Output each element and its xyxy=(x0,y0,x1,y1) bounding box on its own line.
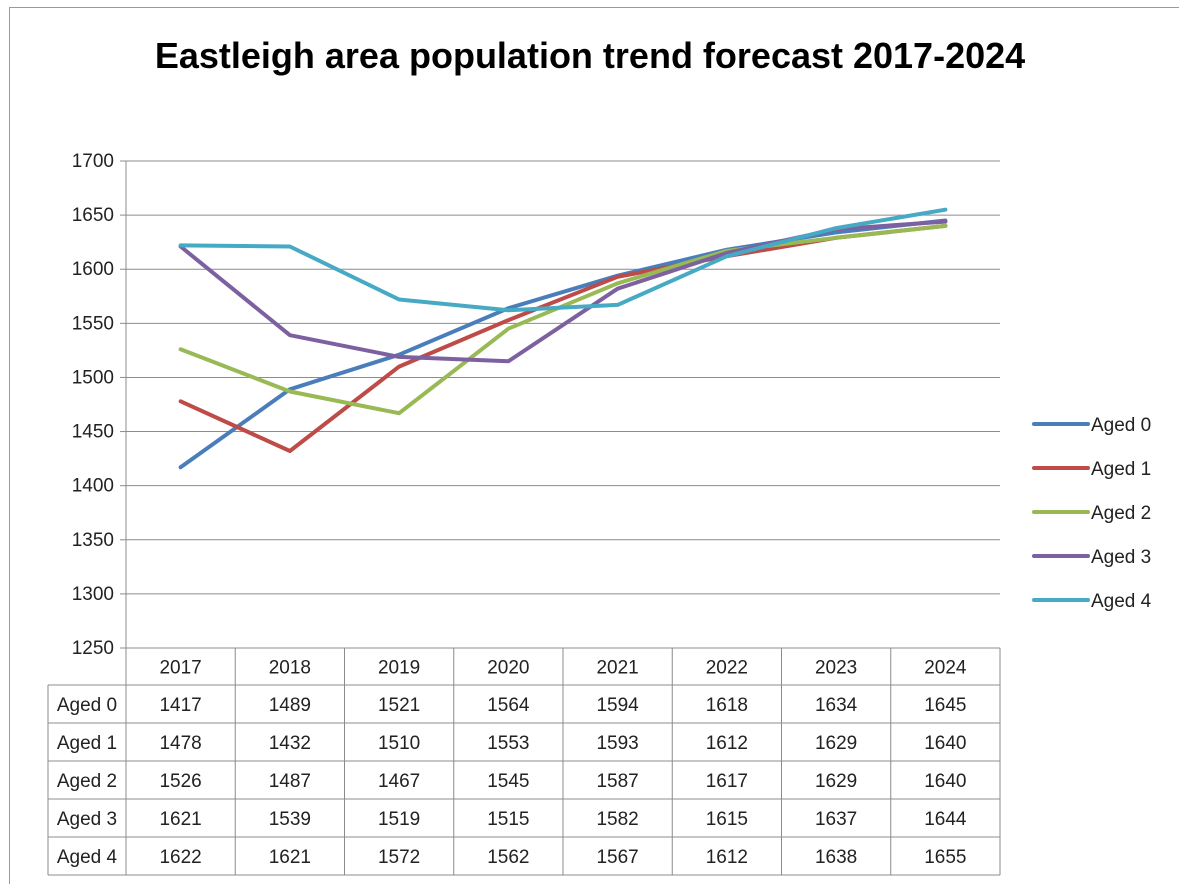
chart-frame xyxy=(9,7,1179,884)
legend-label: Aged 1 xyxy=(1091,459,1151,480)
table-cell-value: 1432 xyxy=(269,733,311,754)
series-line-aged-4 xyxy=(178,207,948,313)
table-cell-value: 1572 xyxy=(378,847,420,868)
legend-label: Aged 3 xyxy=(1091,547,1151,568)
table-cell-value: 1526 xyxy=(159,771,201,792)
table-cell-value: 1478 xyxy=(159,733,201,754)
table-row-label: Aged 1 xyxy=(57,733,117,754)
table-cell-value: 1567 xyxy=(596,847,638,868)
table-row-label: Aged 2 xyxy=(57,771,117,792)
table-cell-value: 1638 xyxy=(815,847,857,868)
legend-label: Aged 4 xyxy=(1091,591,1152,612)
table-cell-value: 1637 xyxy=(815,809,857,830)
table-row-label: Aged 4 xyxy=(57,847,118,868)
y-tick-label: 1250 xyxy=(72,638,114,659)
table-row-label: Aged 0 xyxy=(57,695,117,716)
y-tick-label: 1400 xyxy=(72,476,114,497)
table-cell-value: 1562 xyxy=(487,847,529,868)
table-cell-value: 1629 xyxy=(815,771,857,792)
table-cell-value: 1615 xyxy=(706,809,748,830)
chart-title: Eastleigh area population trend forecast… xyxy=(154,35,1026,76)
x-tick-label: 2022 xyxy=(706,658,748,679)
table-cell-value: 1617 xyxy=(706,771,748,792)
series-line-aged-0 xyxy=(178,218,948,470)
table-cell-value: 1582 xyxy=(596,809,638,830)
table-row-label: Aged 3 xyxy=(57,809,117,830)
table-cell-value: 1539 xyxy=(269,809,311,830)
table-cell-value: 1644 xyxy=(924,809,967,830)
table-cell-value: 1622 xyxy=(159,847,201,868)
table-cell-value: 1515 xyxy=(487,809,529,830)
table-cell-value: 1553 xyxy=(487,733,529,754)
series-line-aged-1 xyxy=(178,223,948,453)
data-table: 2017 2018 2019 2020 2021 2022 2023 2024 Aged 0 14… xyxy=(47,647,1001,876)
table-cell-value: 1487 xyxy=(269,771,311,792)
table-cell-value: 1519 xyxy=(378,809,420,830)
y-tick-label: 1300 xyxy=(72,584,114,605)
x-tick-label: 2019 xyxy=(378,658,420,679)
table-cell-value: 1618 xyxy=(706,695,748,716)
series-line-aged-2 xyxy=(178,223,948,416)
table-cell-value: 1593 xyxy=(596,733,638,754)
table-cell-value: 1489 xyxy=(269,695,311,716)
x-tick-label: 2021 xyxy=(596,658,638,679)
y-tick-label: 1600 xyxy=(72,259,114,280)
table-cell-value: 1634 xyxy=(815,695,858,716)
table-cell-value: 1594 xyxy=(596,695,639,716)
y-tick-label: 1450 xyxy=(72,422,114,443)
table-cell-value: 1621 xyxy=(159,809,201,830)
table-cell-value: 1640 xyxy=(924,733,966,754)
table-cell-value: 1417 xyxy=(159,695,201,716)
y-tick-label: 1350 xyxy=(72,530,114,551)
table-cell-value: 1612 xyxy=(706,733,748,754)
legend: Aged 0 Aged 1 Aged 2 Aged 3 Aged 4 xyxy=(1032,415,1152,612)
y-tick-label: 1650 xyxy=(72,205,114,226)
y-axis: 1250 1300 1350 1400 1450 1500 1550 1600 1650 1700 xyxy=(72,151,127,659)
table-cell-value: 1655 xyxy=(924,847,966,868)
table-cell-value: 1545 xyxy=(487,771,529,792)
x-tick-label: 2020 xyxy=(487,658,529,679)
y-tick-label: 1500 xyxy=(72,367,114,388)
table-cell-value: 1612 xyxy=(706,847,748,868)
x-tick-label: 2018 xyxy=(269,658,311,679)
table-cell-value: 1621 xyxy=(269,847,311,868)
table-cell-value: 1645 xyxy=(924,695,966,716)
grid-lines xyxy=(126,160,1000,595)
x-tick-label: 2023 xyxy=(815,658,857,679)
table-cell-value: 1640 xyxy=(924,771,966,792)
legend-label: Aged 2 xyxy=(1091,503,1151,524)
series-lines xyxy=(178,207,948,470)
table-cell-value: 1587 xyxy=(596,771,638,792)
x-tick-label: 2017 xyxy=(159,658,201,679)
table-cell-value: 1467 xyxy=(378,771,420,792)
table-cell-value: 1521 xyxy=(378,695,420,716)
x-tick-label: 2024 xyxy=(924,658,967,679)
y-tick-label: 1550 xyxy=(72,313,114,334)
table-cell-value: 1629 xyxy=(815,733,857,754)
table-cell-value: 1564 xyxy=(487,695,530,716)
table-cell-value: 1510 xyxy=(378,733,420,754)
legend-label: Aged 0 xyxy=(1091,415,1151,436)
y-tick-label: 1700 xyxy=(72,151,114,172)
